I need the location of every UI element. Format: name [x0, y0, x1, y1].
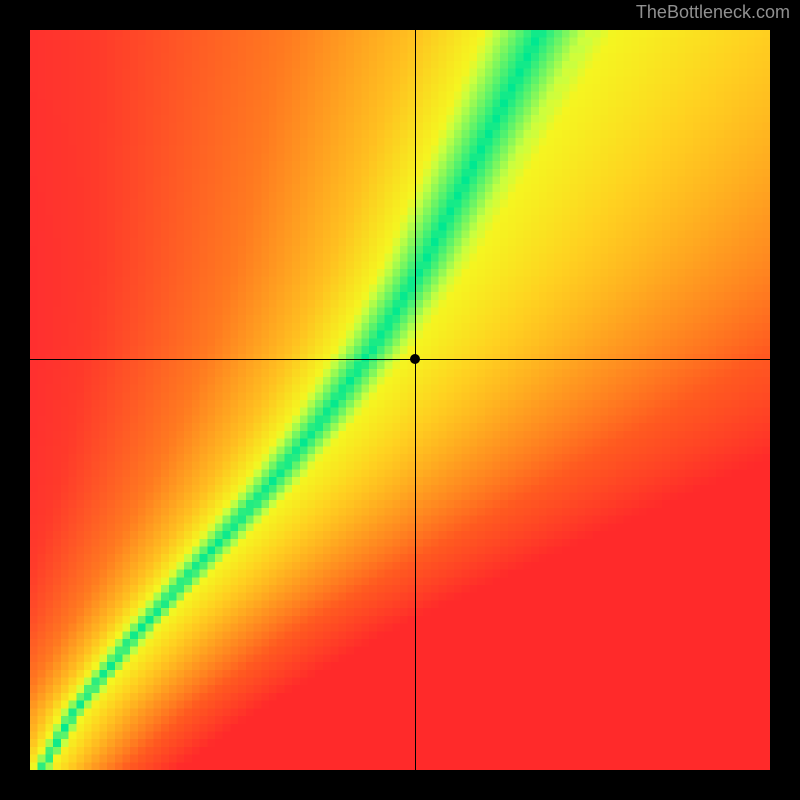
crosshair-dot: [410, 354, 420, 364]
crosshair-horizontal: [30, 359, 770, 360]
watermark-text: TheBottleneck.com: [636, 2, 790, 23]
crosshair-vertical: [415, 30, 416, 770]
heatmap-canvas: [30, 30, 770, 770]
heatmap-plot: [30, 30, 770, 770]
